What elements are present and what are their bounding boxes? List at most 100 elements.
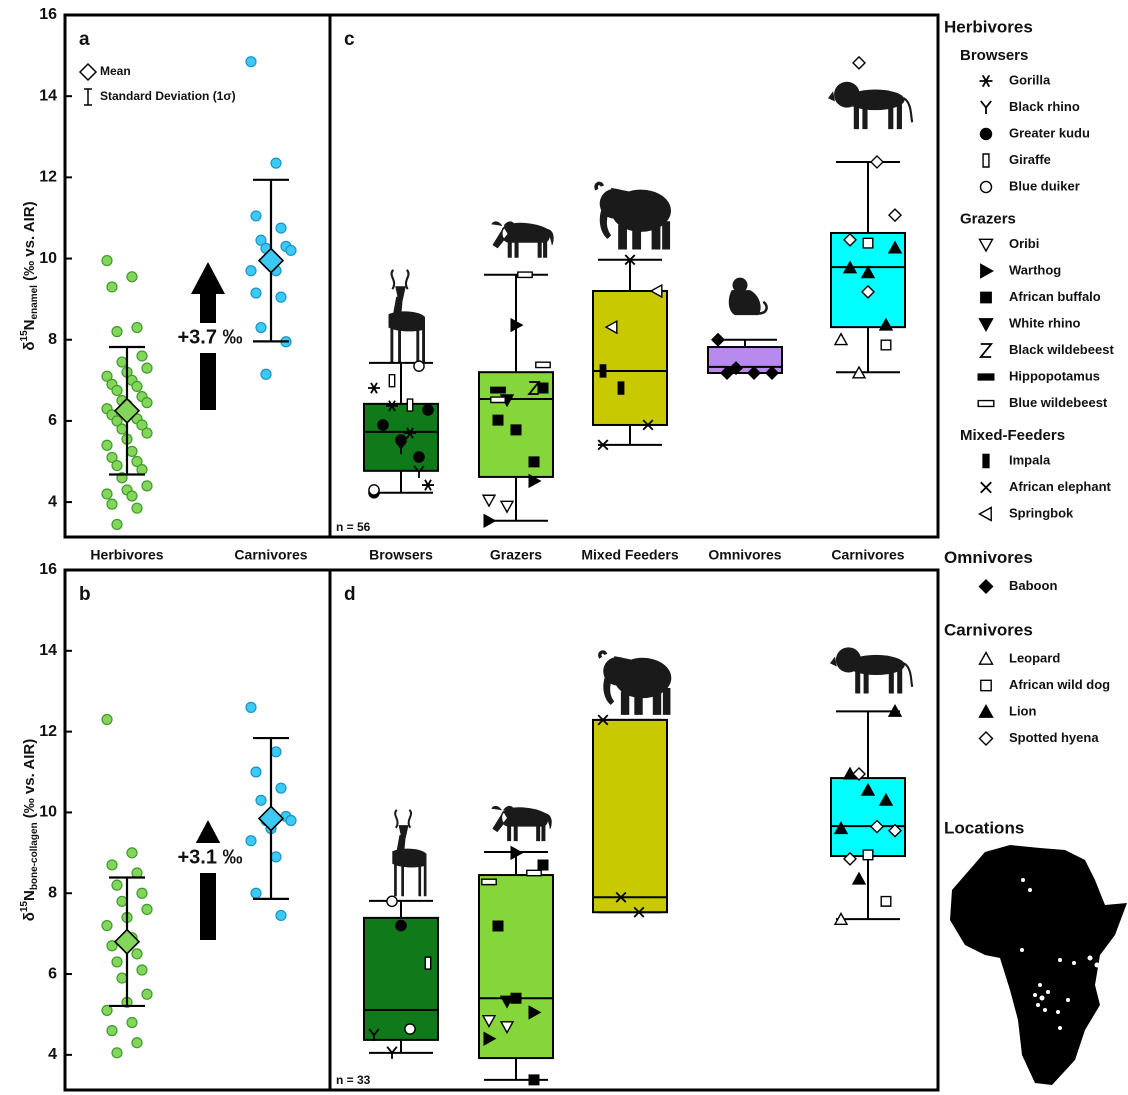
data-point — [407, 399, 412, 411]
data-point — [712, 334, 724, 346]
elephant-silhouette — [600, 652, 671, 715]
key-mean-marker — [80, 64, 96, 80]
box — [479, 875, 553, 1058]
annotation: +3.1 ‰ — [177, 846, 242, 868]
data-point — [881, 340, 891, 350]
data-point — [142, 481, 152, 491]
data-point — [246, 702, 256, 712]
y-axis-label: δ15Nenamel (‰ vs. AIR) — [19, 201, 40, 350]
data-point — [491, 397, 505, 402]
whisker — [598, 425, 662, 445]
data-point — [483, 495, 495, 506]
africa-map — [950, 845, 1127, 1085]
legend-marker — [981, 265, 993, 278]
data-point — [142, 398, 152, 408]
legend-label: Leopard — [1009, 650, 1060, 665]
data-point — [142, 363, 152, 373]
legend-marker — [978, 401, 994, 407]
data-point — [142, 989, 152, 999]
x-tick-label: Browsers — [369, 547, 433, 563]
legend-label: Greater kudu — [1009, 125, 1090, 140]
data-point — [261, 369, 271, 379]
legend-marker — [980, 732, 993, 745]
y-axis-label-part: δ — [21, 341, 38, 350]
data-point — [286, 245, 296, 255]
wildebeest-silhouette — [492, 806, 551, 840]
whisker — [836, 162, 900, 233]
y-axis-label: δ15Nbone-collagen (‰ vs. AIR) — [19, 739, 40, 922]
data-point — [142, 904, 152, 914]
data-point — [127, 446, 137, 456]
data-point — [369, 485, 379, 495]
data-point — [482, 879, 496, 884]
y-axis-label-part: N — [21, 320, 38, 331]
data-point — [511, 425, 521, 435]
kudu-silhouette — [392, 810, 426, 896]
y-axis-label-part: 15 — [19, 330, 30, 342]
legend-subgroup-title: Mixed-Feeders — [960, 427, 1065, 444]
data-point — [276, 292, 286, 302]
y-tick-label: 8 — [48, 884, 57, 901]
data-point — [378, 420, 388, 430]
legend-label: Warthog — [1009, 262, 1061, 277]
data-point — [889, 209, 901, 221]
data-point — [132, 381, 142, 391]
data-point — [863, 850, 873, 860]
arrow — [191, 820, 225, 940]
data-point — [102, 440, 112, 450]
y-axis-label-part: N — [21, 890, 38, 901]
data-point — [137, 965, 147, 975]
whisker — [836, 856, 900, 919]
data-point — [484, 515, 495, 527]
data-point — [142, 428, 152, 438]
data-point — [137, 888, 147, 898]
legend-label: Baboon — [1009, 578, 1057, 593]
y-tick-label: 14 — [39, 87, 57, 104]
data-point — [527, 870, 541, 875]
legend-label: Hippopotamus — [1009, 368, 1100, 383]
legend-marker — [981, 680, 991, 690]
data-point — [271, 158, 281, 168]
legend-marker — [980, 508, 992, 521]
x-tick-label: Grazers — [490, 547, 542, 563]
panel-letter: b — [79, 584, 91, 605]
legend-label: Black rhino — [1009, 99, 1080, 114]
legend-subgroup-title: Grazers — [960, 210, 1016, 227]
data-point — [368, 383, 380, 393]
data-point — [501, 501, 513, 512]
data-point — [493, 921, 503, 931]
data-point — [127, 848, 137, 858]
legend-marker — [981, 101, 991, 114]
elephant-silhouette — [596, 183, 671, 249]
page: {"chart_data": [ {"type": "strip", "pane… — [0, 0, 1128, 1095]
wildebeest-silhouette — [492, 222, 553, 257]
data-point — [276, 910, 286, 920]
y-axis-label-part: enamel — [29, 285, 40, 320]
legend-marker — [983, 154, 989, 167]
panel-letter: d — [344, 584, 356, 605]
legend-marker — [978, 374, 994, 380]
figure: a46810121416δ15Nenamel (‰ vs. AIR)Herbiv… — [0, 0, 1128, 1095]
y-tick-label: 4 — [48, 493, 57, 510]
data-point — [127, 491, 137, 501]
data-point — [276, 223, 286, 233]
data-point — [107, 1026, 117, 1036]
data-point — [246, 266, 256, 276]
sample-size: n = 56 — [336, 520, 371, 534]
data-point — [536, 362, 550, 367]
y-tick-label: 6 — [48, 965, 57, 982]
legend-label: Impala — [1009, 452, 1051, 467]
data-point — [112, 327, 122, 337]
data-point — [414, 452, 424, 462]
data-point — [871, 156, 883, 168]
legend-marker — [980, 75, 993, 86]
lion-silhouette — [828, 82, 912, 129]
whisker — [836, 711, 900, 778]
x-tick-label: Omnivores — [708, 547, 781, 563]
data-point — [405, 1024, 415, 1034]
inset-title: Locations — [944, 818, 1024, 837]
data-point — [425, 957, 430, 969]
x-tick-label: Mixed Feeders — [581, 547, 678, 563]
data-point — [414, 361, 424, 371]
y-axis-label-part: (‰ vs. AIR) — [21, 201, 38, 285]
